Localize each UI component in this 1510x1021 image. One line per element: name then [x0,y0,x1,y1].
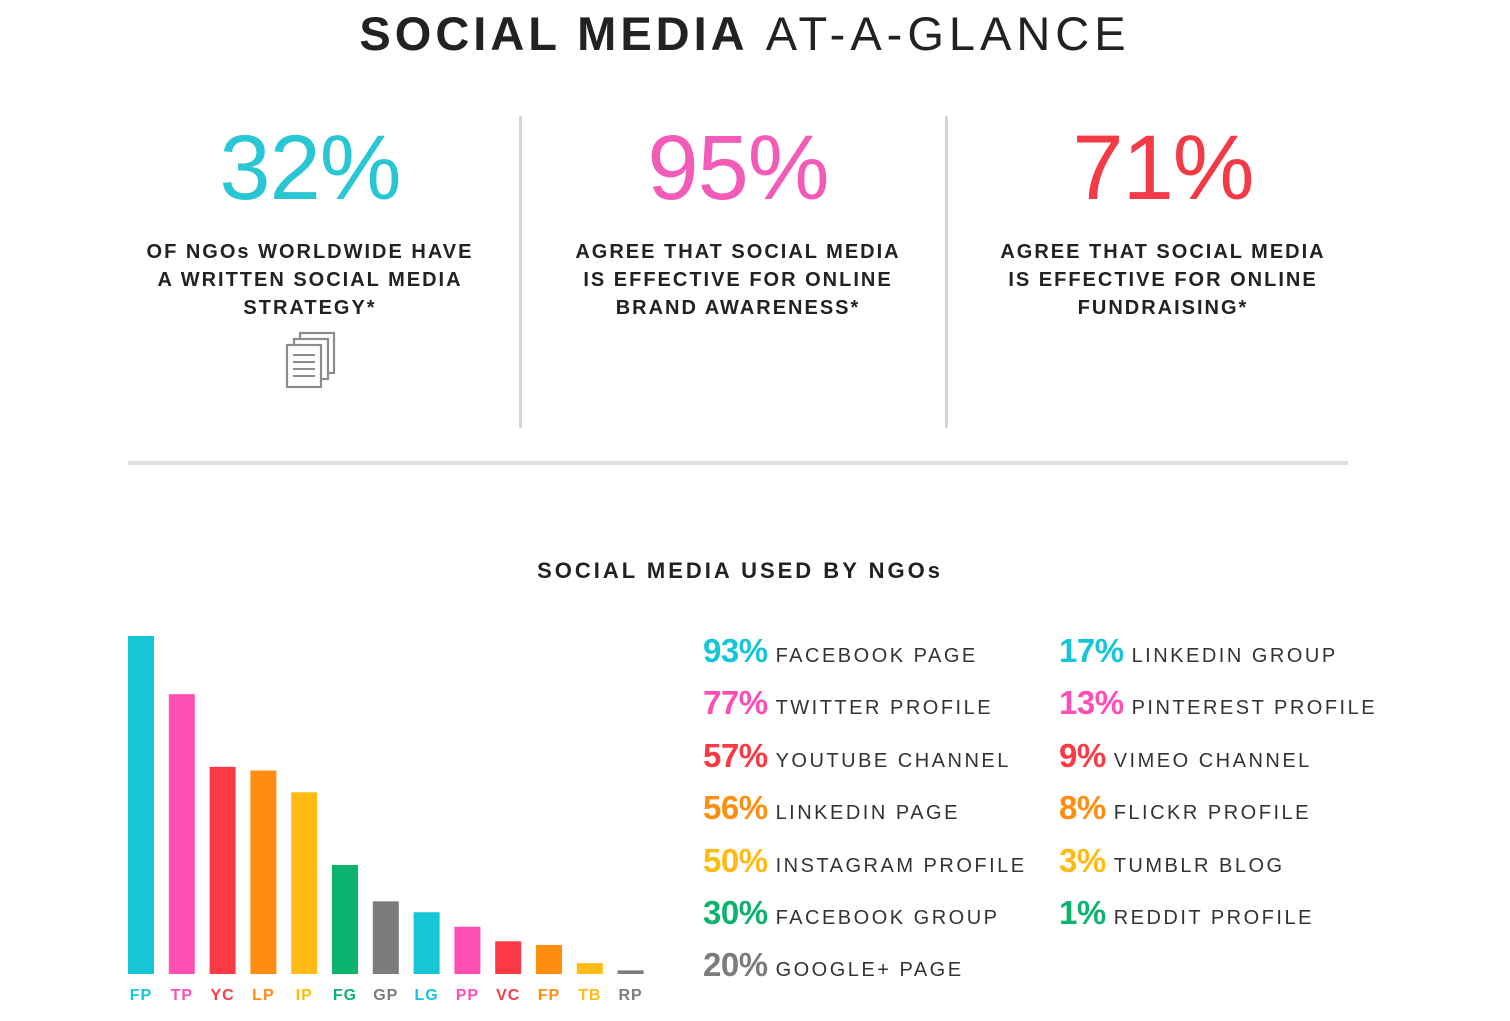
legend-column-left: 93% FACEBOOK PAGE 77% TWITTER PROFILE 57% YOU… [703,632,1027,999]
tick-label: PP [456,987,479,1004]
legend-label: VIMEO CHANNEL [1113,749,1312,772]
legend-item: 1% REDDIT PROFILE [1059,894,1377,946]
stat-line: BRAND AWARENESS* [615,297,861,319]
tick-label: TB [578,987,601,1004]
tick-label: FP [538,987,560,1004]
tick-label: IP [296,987,313,1004]
legend-value: 9% [1059,736,1106,774]
title-bold: SOCIAL MEDIA [359,7,749,60]
legend-label: YOUTUBE CHANNEL [775,749,1011,772]
legend-label: INSTAGRAM PROFILE [775,854,1027,877]
stat-value: 32% [219,117,401,219]
bar-lp-3 [250,770,277,974]
stat-value: 95% [647,117,829,219]
stat-line: FUNDRAISING* [1077,297,1249,319]
title-light: AT-A-GLANCE [765,7,1131,60]
legend-value: 93% [703,632,768,669]
bar-yc-2 [209,766,236,974]
bar-fg-5 [332,864,358,974]
stat-description: AGREE THAT SOCIAL MEDIA IS EFFECTIVE FOR… [963,238,1363,322]
stat-line: AGREE THAT SOCIAL MEDIA [575,241,901,263]
legend-value: 56% [703,789,768,827]
tick-label: FG [333,987,357,1004]
legend-column-right: 17% LINKEDIN GROUP 13% PINTEREST PROFILE 9% V… [1059,632,1377,946]
vertical-divider [519,116,522,428]
bar-fp-10 [536,944,562,974]
legend-item: 3% TUMBLR BLOG [1059,842,1377,894]
legend-value: 1% [1059,893,1106,931]
stat-fundraising: 71% AGREE THAT SOCIAL MEDIA IS EFFECTIVE… [963,118,1363,322]
legend-value: 50% [703,841,768,879]
stat-line: STRATEGY* [243,297,377,319]
legend-item: 20% GOOGLE+ PAGE [703,946,1027,998]
document-stack-icon [285,331,336,389]
stat-line: A WRITTEN SOCIAL MEDIA [157,269,463,291]
tick-label: RP [618,987,642,1004]
legend-label: TUMBLR BLOG [1113,854,1285,877]
legend-value: 13% [1059,684,1124,722]
legend-value: 20% [703,946,768,984]
legend-value: 8% [1059,789,1106,827]
legend-item: 8% FLICKR PROFILE [1059,789,1377,841]
stat-value: 71% [1072,117,1254,219]
bar-chart: FP TP YC LP IP FG GP LG PP VC FP TB RP [128,636,644,1004]
legend-item: 57% YOUTUBE CHANNEL [703,737,1027,789]
stat-line: IS EFFECTIVE FOR ONLINE [1008,269,1318,291]
tick-label: LP [252,987,274,1004]
bar-tb-11 [576,963,603,974]
stat-brand-awareness: 95% AGREE THAT SOCIAL MEDIA IS EFFECTIVE… [538,118,938,322]
stat-line: AGREE THAT SOCIAL MEDIA [1000,241,1326,263]
legend-value: 17% [1059,632,1124,669]
bar-fp-0 [128,636,154,974]
legend-item: 30% FACEBOOK GROUP [703,894,1027,946]
legend-item: 77% TWITTER PROFILE [703,684,1027,736]
legend-label: TWITTER PROFILE [775,697,994,720]
bar-pp-8 [454,926,481,974]
stat-line: OF NGOs WORLDWIDE HAVE [146,241,474,263]
tick-label: VC [496,987,520,1004]
tick-label: TP [171,987,193,1004]
legend-item: 9% VIMEO CHANNEL [1059,737,1377,789]
bar-lg-7 [413,912,440,974]
legend-label: PINTEREST PROFILE [1131,697,1378,720]
bar-vc-9 [495,941,522,974]
bar-ip-4 [291,792,318,974]
horizontal-divider [128,461,1348,465]
legend-item: 93% FACEBOOK PAGE [703,632,1027,684]
legend-value: 3% [1059,841,1106,879]
legend-label: FACEBOOK GROUP [775,906,1000,929]
legend-label: REDDIT PROFILE [1113,906,1314,929]
tick-label: YC [210,987,234,1004]
stat-description: OF NGOs WORLDWIDE HAVE A WRITTEN SOCIAL … [110,238,510,322]
page-title: SOCIAL MEDIA AT-A-GLANCE [0,6,1490,61]
stat-line: IS EFFECTIVE FOR ONLINE [583,269,893,291]
legend-item: 17% LINKEDIN GROUP [1059,632,1377,684]
chart-title: SOCIAL MEDIA USED BY NGOs [537,558,943,583]
legend-value: 57% [703,736,768,774]
legend-label: LINKEDIN GROUP [1131,645,1338,667]
legend-label: LINKEDIN PAGE [775,802,960,825]
tick-label: FP [130,987,152,1004]
tick-label: GP [373,987,398,1004]
bar-rp-12 [617,970,644,974]
legend-item: 13% PINTEREST PROFILE [1059,684,1377,736]
legend-label: GOOGLE+ PAGE [775,959,964,982]
legend-label: FACEBOOK PAGE [775,645,978,667]
bar-gp-6 [372,901,399,974]
bar-tp-1 [168,694,195,974]
tick-label: LG [414,987,438,1004]
legend-item: 56% LINKEDIN PAGE [703,789,1027,841]
legend-value: 30% [703,893,768,931]
vertical-divider [945,116,948,428]
stat-written-strategy: 32% OF NGOs WORLDWIDE HAVE A WRITTEN SOC… [110,118,510,322]
legend-item: 50% INSTAGRAM PROFILE [703,842,1027,894]
legend-value: 77% [703,684,768,722]
legend-label: FLICKR PROFILE [1113,802,1311,825]
stat-description: AGREE THAT SOCIAL MEDIA IS EFFECTIVE FOR… [538,238,938,322]
